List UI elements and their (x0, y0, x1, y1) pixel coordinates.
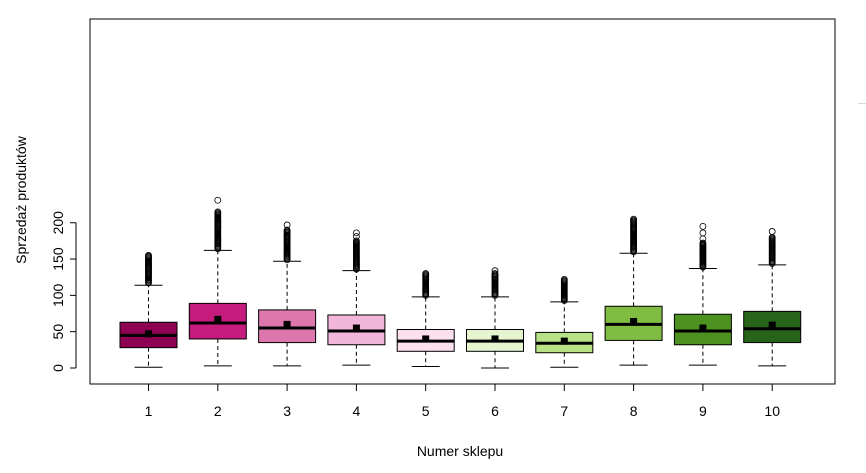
outlier-group (145, 252, 152, 287)
outlier-point (214, 208, 222, 216)
outlier-group (560, 275, 568, 304)
outlier-point (422, 270, 430, 277)
box-group-6 (466, 267, 524, 369)
y-axis: 0 50 100 150 200 (50, 211, 77, 372)
box-series (119, 196, 802, 369)
x-tick-label: 7 (560, 403, 568, 419)
x-tick-label: 10 (764, 403, 780, 419)
outlier-point (699, 239, 707, 247)
y-tick-label: 100 (50, 283, 66, 307)
outlier-point (560, 275, 568, 283)
mean-marker (491, 335, 499, 343)
outlier-point (352, 229, 360, 237)
outlier-point (491, 267, 499, 275)
box-group-9 (673, 222, 732, 366)
outlier-group (352, 229, 360, 273)
y-tick-label: 50 (50, 324, 66, 340)
outlier-point (699, 222, 707, 230)
mean-marker (352, 324, 360, 332)
box-group-10 (743, 228, 802, 367)
outlier-group (768, 228, 776, 267)
box-group-4 (327, 229, 386, 366)
y-tick-label: 150 (50, 247, 66, 271)
mean-marker (283, 320, 291, 328)
outlier-group (699, 222, 707, 271)
window-edge-mark (858, 103, 866, 104)
box-group-1 (119, 252, 178, 368)
outlier-point (145, 252, 152, 259)
x-tick-label: 6 (491, 403, 499, 419)
box-group-7 (535, 275, 594, 368)
outlier-point (630, 215, 637, 223)
outlier-group (283, 221, 291, 264)
x-axis-title: Numer sklepu (417, 443, 503, 459)
box-group-2 (188, 196, 247, 367)
outlier-group (630, 215, 637, 256)
outlier-group (422, 270, 430, 299)
outlier-point (283, 221, 291, 229)
mean-marker (214, 315, 222, 323)
outlier-point (214, 196, 222, 204)
mean-marker (630, 318, 638, 326)
x-tick-label: 2 (214, 403, 222, 419)
outlier-point (768, 228, 776, 235)
box-group-5 (396, 270, 455, 368)
box-group-8 (604, 215, 663, 366)
mean-marker (768, 321, 776, 329)
x-tick-label: 3 (283, 403, 291, 419)
y-axis-title: Sprzedaż produktów (13, 135, 29, 264)
outlier-group (214, 196, 222, 253)
x-axis: 1 2 3 4 5 6 7 8 9 10 (145, 383, 780, 419)
x-tick-label: 1 (145, 403, 153, 419)
x-tick-label: 8 (630, 403, 638, 419)
x-tick-label: 4 (353, 403, 361, 419)
outlier-point (283, 226, 291, 234)
x-tick-label: 5 (422, 403, 430, 419)
y-tick-label: 0 (50, 364, 66, 372)
outlier-point (491, 270, 499, 277)
outlier-point (352, 233, 360, 240)
x-tick-label: 9 (699, 403, 707, 419)
y-tick-label: 200 (50, 211, 66, 235)
mean-marker (145, 330, 152, 338)
mean-marker (422, 335, 430, 343)
box-group-3 (258, 221, 317, 367)
outlier-point (699, 229, 707, 237)
mean-marker (560, 337, 568, 345)
outlier-group (491, 267, 499, 299)
outlier-point (352, 237, 360, 245)
mean-marker (699, 324, 707, 332)
